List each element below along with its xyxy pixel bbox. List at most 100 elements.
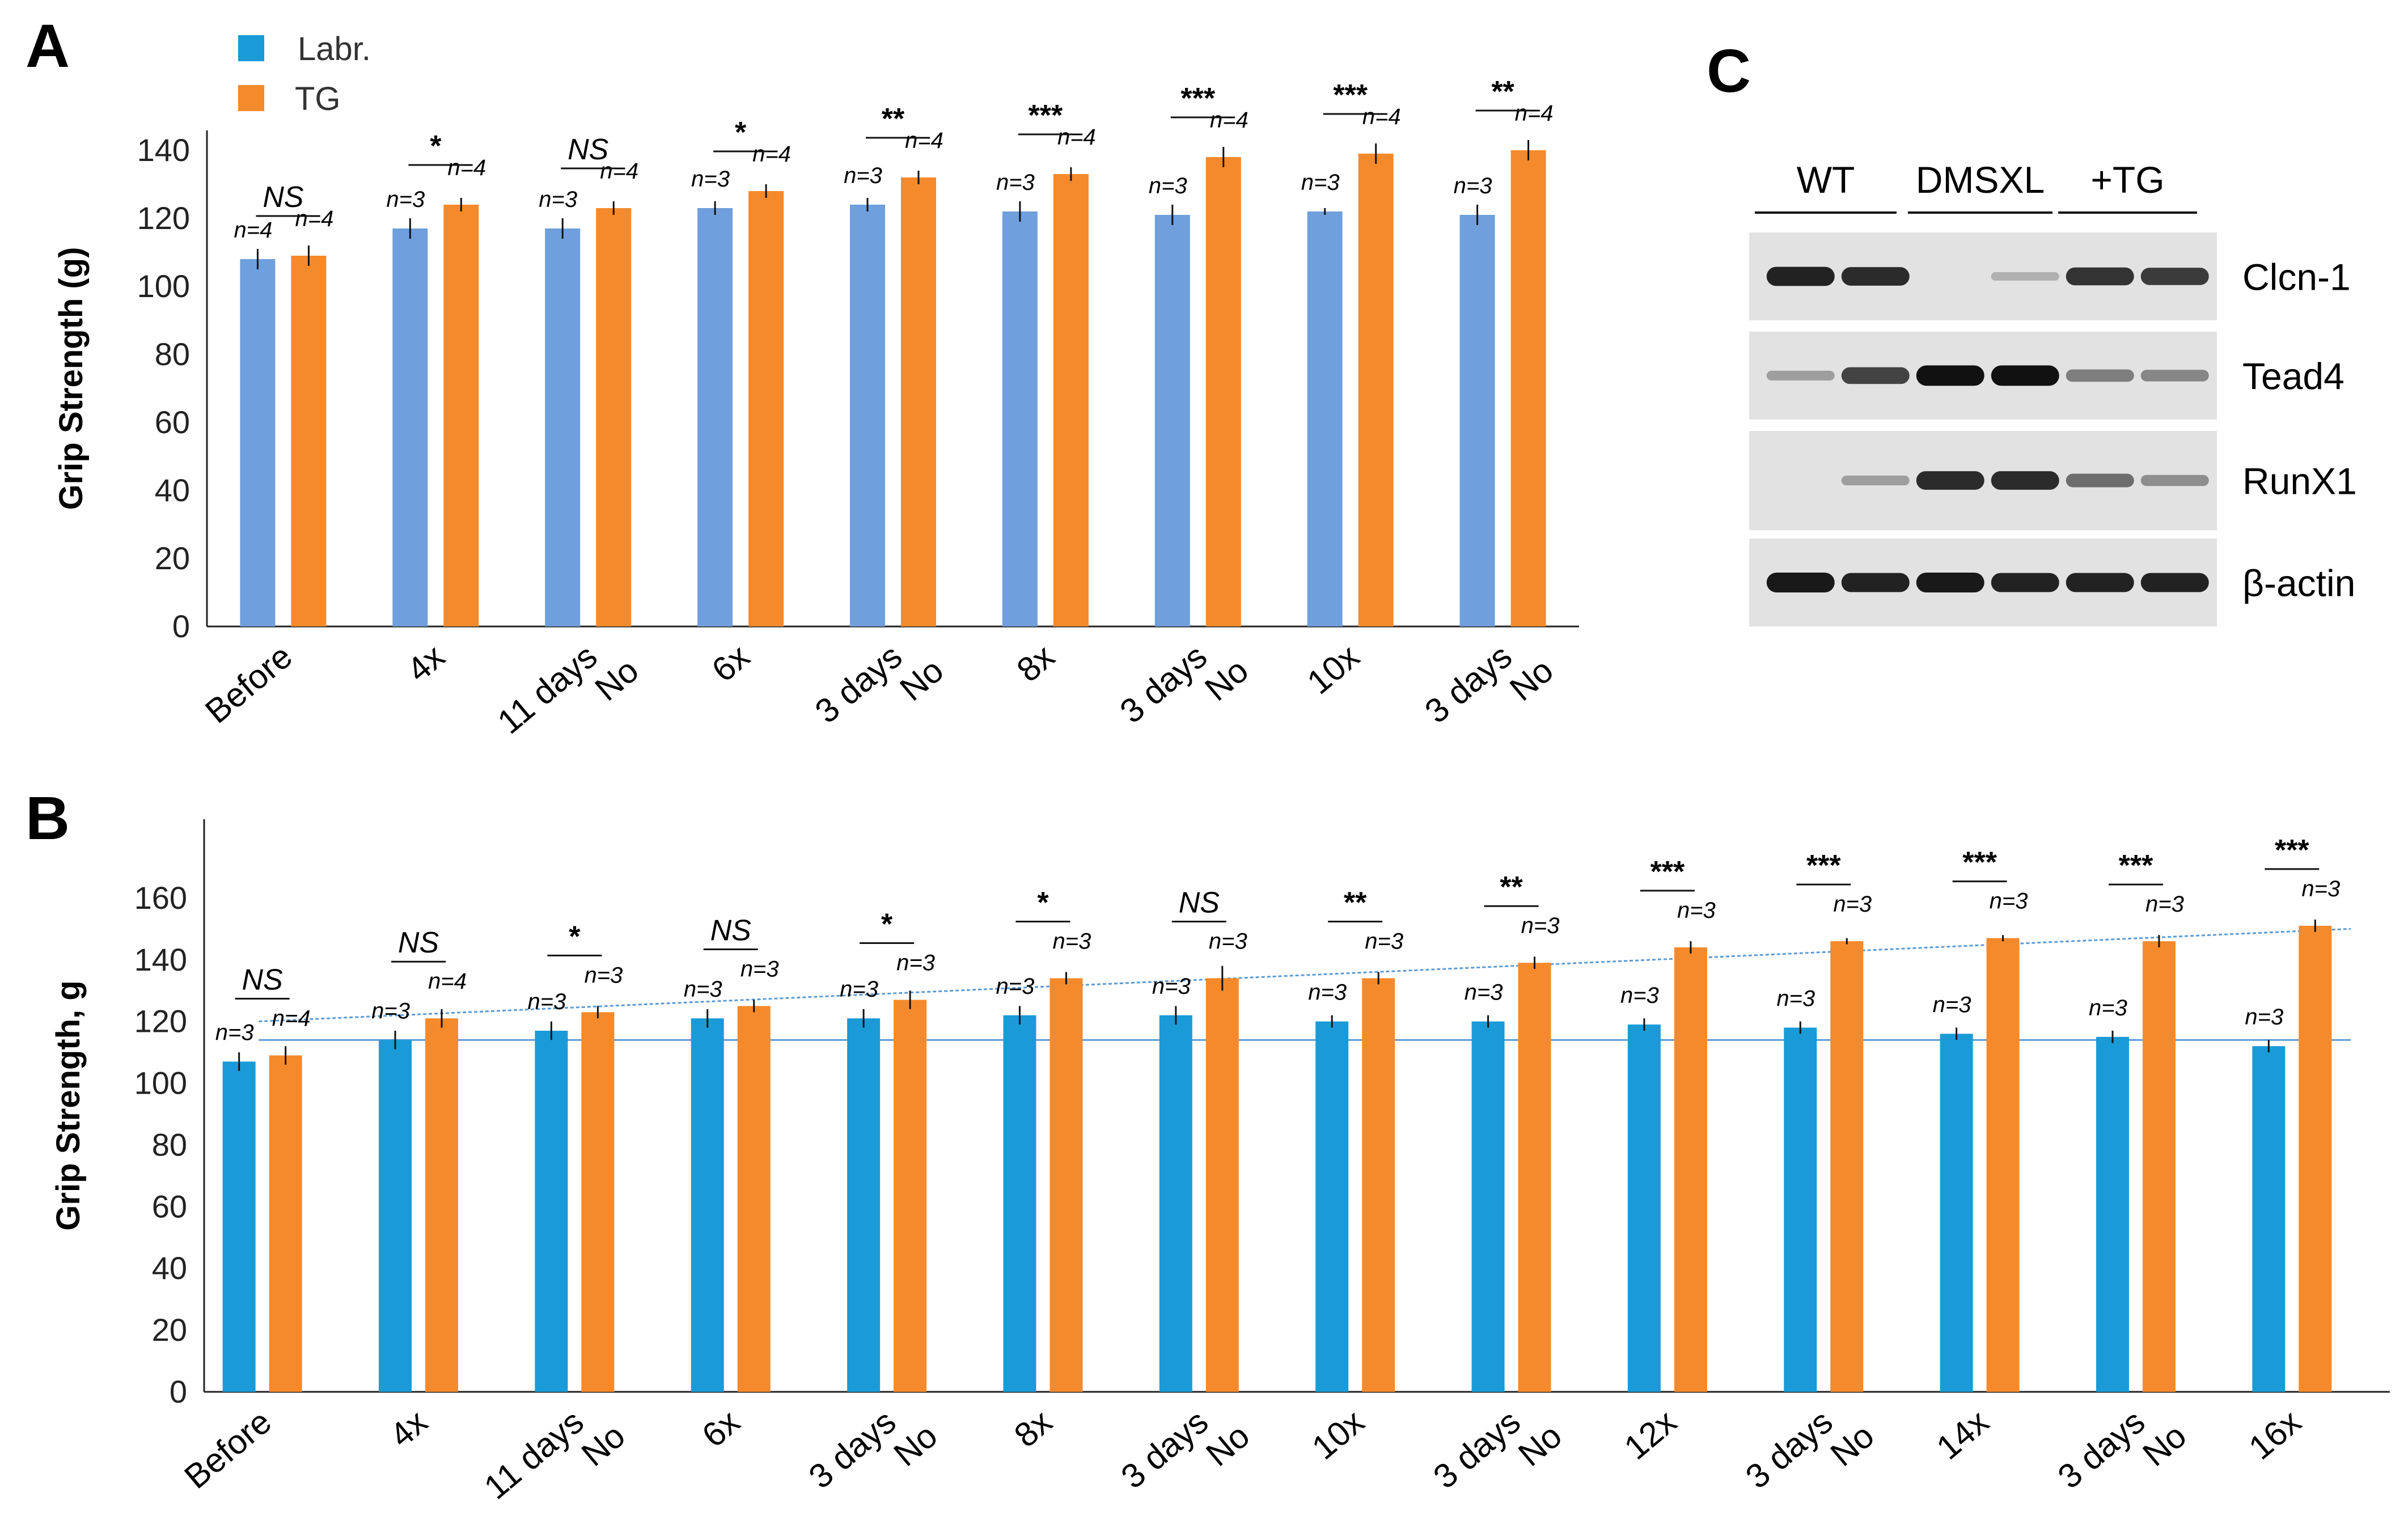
chart-b-bar-tg [1518, 963, 1551, 1392]
chart-a-n-label: n=3 [996, 170, 1035, 195]
blot-band [2140, 370, 2209, 382]
blot-band [1766, 370, 1835, 381]
chart-b-bar-tg [2299, 925, 2332, 1392]
legend-label-labr: Labr. [298, 31, 371, 67]
chart-b-n-label: n=3 [1365, 929, 1403, 954]
chart-b-category-label: 6x [695, 1403, 747, 1455]
chart-b-n-label: n=4 [428, 969, 467, 994]
chart-b-n-label: n=3 [896, 951, 935, 976]
chart-b-bar-labr [1315, 1021, 1349, 1392]
chart-a-y-tick-label: 60 [155, 404, 190, 440]
chart-a-bar-tg [1510, 150, 1546, 626]
western-blot-panel: WT DMSXL +TG Clcn-1 Tead4 RunX1 β-actin [1749, 159, 2357, 626]
chart-a-bar-tg [443, 205, 479, 626]
chart-a-y-tick-label: 140 [137, 132, 190, 168]
chart-b-bar-tg [1986, 938, 2020, 1392]
chart-a-y-tick-label: 40 [155, 472, 190, 508]
chart-b-bar-tg [1205, 978, 1239, 1392]
chart-b-category-label: 14x [1929, 1403, 1996, 1467]
chart-b-n-label: n=3 [1053, 929, 1091, 954]
chart-a-significance-label: NS [568, 133, 609, 166]
chart-b-bar-labr [2252, 1046, 2286, 1392]
blot-group-label: +TG [2090, 159, 2164, 201]
chart-a-bar-labr [545, 228, 581, 626]
chart-a-significance-label: NS [263, 181, 304, 214]
chart-b-significance-label: *** [1962, 846, 1997, 879]
chart-b-bar-labr [847, 1018, 881, 1392]
blot-band [1766, 266, 1835, 286]
chart-b-category-label: 3 daysNo [802, 1388, 945, 1516]
chart-b-n-label: n=3 [2245, 1005, 2283, 1030]
chart-b-significance-label: ** [1344, 886, 1367, 919]
chart-a-y-tick-label: 0 [172, 608, 190, 644]
chart-a-bar-tg [1053, 174, 1089, 626]
legend-label-tg: TG [295, 81, 341, 117]
chart-b-n-label: n=3 [2301, 876, 2340, 901]
chart-b-y-tick-label: 20 [152, 1312, 187, 1348]
chart-b-bar-labr [691, 1018, 724, 1392]
chart-a-category-label: Before [198, 637, 299, 731]
chart-a-y-tick-label: 120 [137, 200, 190, 236]
panel-b-letter: B [26, 784, 70, 852]
chart-a-n-label: n=3 [1301, 170, 1340, 195]
chart-a-bar-labr [392, 228, 428, 626]
chart-b-n-label: n=3 [1521, 913, 1560, 938]
blot-band [1916, 573, 1984, 592]
chart-a-n-label: n=4 [1515, 101, 1554, 126]
chart-a-bar-tg [748, 191, 784, 626]
chart-a-n-label: n=3 [691, 167, 730, 192]
chart-b-bar-labr [1159, 1015, 1192, 1392]
blot-band [1916, 471, 1984, 490]
chart-b-y-tick-label: 120 [134, 1003, 187, 1039]
chart-b-significance-label: NS [710, 914, 752, 947]
chart-a-y-tick-label: 80 [155, 336, 190, 372]
chart-a-significance-label: *** [1180, 82, 1215, 115]
chart-a-category-label: 3 daysNo [808, 623, 951, 759]
chart-a-n-label: n=4 [234, 218, 273, 243]
chart-b-y-tick-label: 0 [170, 1374, 187, 1409]
chart-b-n-label: n=3 [584, 963, 623, 988]
chart-b-significance-label: *** [1806, 849, 1841, 882]
chart-a-bar-labr [697, 208, 733, 626]
blot-band [1766, 573, 1835, 592]
chart-a-n-label: n=4 [600, 159, 638, 184]
chart-b-bar-tg [894, 1000, 927, 1392]
chart-b-bar-labr [379, 1040, 412, 1392]
blot-row-label: Clcn-1 [2242, 256, 2351, 298]
blot-band [2066, 369, 2134, 382]
chart-b-bar-tg [1362, 978, 1395, 1392]
chart-b-n-label: n=3 [1990, 889, 2028, 914]
chart-a-n-label: n=4 [1210, 108, 1249, 133]
chart-b-n-label: n=3 [1933, 992, 1971, 1017]
chart-b-n-label: n=3 [840, 977, 878, 1002]
blot-group-label: DMSXL [1916, 159, 2045, 201]
chart-b-significance-label: *** [1651, 856, 1685, 888]
blot-band [1991, 272, 2059, 281]
chart-b-n-label: n=3 [740, 956, 779, 981]
chart-b-y-tick-label: 160 [134, 880, 187, 916]
chart-b-n-label: n=3 [1465, 980, 1503, 1005]
blot-band [1991, 365, 2059, 386]
chart-b-significance-label: *** [2275, 834, 2309, 867]
chart-b-category-label: 3 daysNo [1426, 1388, 1569, 1516]
chart-b-bar-tg [2142, 941, 2176, 1392]
blot-band [2066, 573, 2134, 592]
chart-a-bar-tg [596, 208, 632, 626]
legend-swatch-labr [238, 35, 264, 61]
chart-b-y-tick-label: 40 [152, 1250, 187, 1286]
chart-a-category-label: 3 daysNo [1113, 623, 1256, 759]
chart-b-category-label: 8x [1007, 1403, 1059, 1455]
chart-a-category-label: 10x [1300, 637, 1366, 702]
chart-a-y-tick-label: 20 [155, 540, 190, 576]
chart-b-bar-tg [1049, 978, 1083, 1392]
chart-a-category-label: 4x [400, 637, 452, 689]
chart-b-n-label: n=3 [1308, 980, 1347, 1005]
blot-row-label: RunX1 [2242, 460, 2357, 502]
chart-a-bar-tg [291, 256, 327, 626]
chart-a-bar-tg [1205, 157, 1241, 626]
chart-b-bar-tg [269, 1055, 302, 1392]
chart-a-n-label: n=3 [844, 163, 882, 188]
chart-b-category-label: 10x [1305, 1403, 1371, 1467]
panel-a-letter: A [26, 11, 70, 80]
